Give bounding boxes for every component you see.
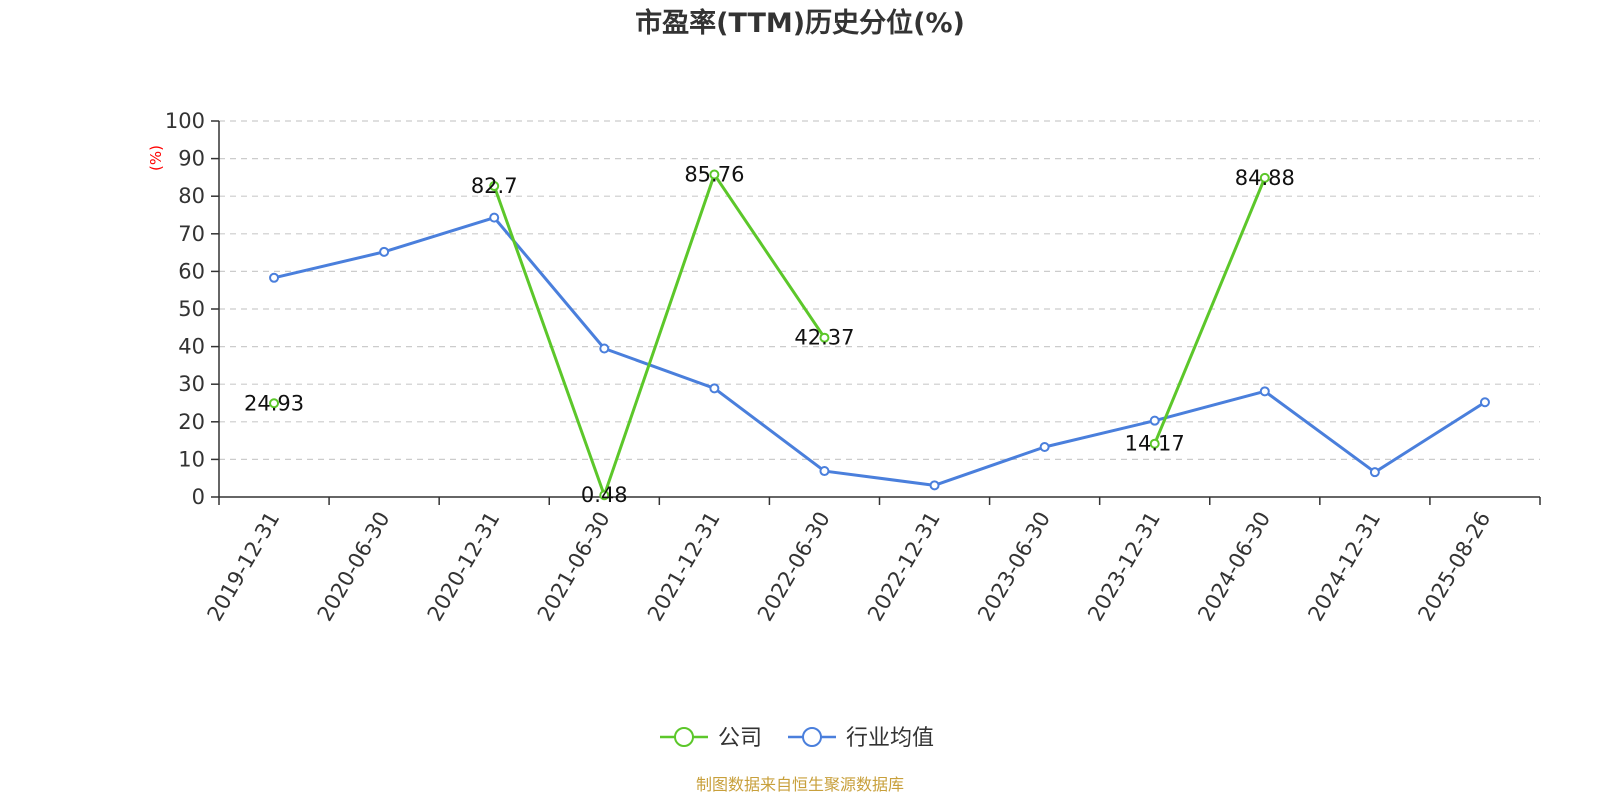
series-line-company: [1153, 177, 1267, 445]
legend-item-industry-average[interactable]: 行业均值: [788, 726, 934, 751]
data-label-company: 42.37: [794, 326, 854, 350]
x-tick-label: 2025-08-26: [1413, 508, 1495, 626]
data-point-industry-average: [1259, 386, 1270, 397]
y-tick-label: 40: [178, 335, 205, 359]
x-tick-label: 2022-12-31: [863, 508, 945, 626]
source-note: 制图数据来自恒生聚源数据库: [696, 775, 904, 794]
y-tick-label: 90: [178, 147, 205, 171]
y-tick-label: 60: [178, 259, 205, 283]
data-label-company: 82.7: [471, 174, 518, 198]
data-point-company: [709, 169, 720, 180]
data-point-industry-average: [709, 383, 720, 394]
data-point-industry-average: [1149, 415, 1160, 426]
x-tick-label: 2024-06-30: [1193, 508, 1275, 626]
x-tick-label: 2020-06-30: [313, 508, 395, 626]
chart-title: 市盈率(TTM)历史分位(%): [635, 7, 965, 39]
data-point-industry-average: [1479, 397, 1490, 408]
x-tick-label: 2020-12-31: [423, 508, 505, 626]
x-tick-label: 2023-12-31: [1083, 508, 1165, 626]
data-label-company: 84.88: [1235, 166, 1295, 190]
data-point-company: [1259, 172, 1270, 183]
x-tick-label: 2021-12-31: [643, 508, 725, 626]
data-label-company: 0.48: [581, 483, 628, 507]
data-point-company: [489, 181, 500, 192]
y-tick-label: 30: [178, 372, 205, 396]
y-tick-label: 70: [178, 222, 205, 246]
data-point-company: [599, 490, 610, 501]
data-point-company: [819, 332, 830, 343]
y-tick-label: 80: [178, 184, 205, 208]
data-point-industry-average: [379, 246, 390, 257]
legend: 公司 行业均值: [660, 726, 934, 751]
legend-item-company[interactable]: 公司: [660, 726, 762, 751]
data-label-company: 85.76: [684, 163, 744, 187]
legend-circle-icon: [674, 727, 694, 747]
legend-circle-icon: [802, 727, 822, 747]
data-point-industry-average: [269, 272, 280, 283]
y-tick-label: 50: [178, 297, 205, 321]
legend-label-company: 公司: [718, 726, 762, 751]
axes: 0 10 20 30 40 50 60 70 80 90 100 2019-12-31 2020-06-…: [165, 109, 1541, 626]
data-point-industry-average: [489, 212, 500, 223]
data-labels: 24.93 82.7 0.48 85.76 42.37 14.17 84.88: [244, 163, 1295, 508]
y-axis-label: (%): [147, 145, 165, 171]
y-tick-label: 20: [178, 410, 205, 434]
x-tick-label: 2019-12-31: [203, 508, 285, 626]
series-line-industry-average: [273, 216, 1486, 487]
data-point-company: [1149, 438, 1160, 449]
grid: [219, 120, 1540, 460]
data-point-industry-average: [1369, 467, 1380, 478]
y-tick-label: 0: [192, 485, 205, 509]
data-point-company: [269, 398, 280, 409]
y-tick-label: 10: [178, 447, 205, 471]
data-point-industry-average: [1039, 441, 1050, 452]
data-point-industry-average: [819, 466, 830, 477]
data-label-company: 14.17: [1125, 432, 1185, 456]
series-line-company: [492, 173, 826, 497]
y-tick-label: 100: [165, 109, 205, 133]
x-tick-label: 2023-06-30: [973, 508, 1055, 626]
data-label-company: 24.93: [244, 391, 304, 415]
series: [269, 169, 1490, 501]
x-tick-label: 2024-12-31: [1303, 508, 1385, 626]
data-point-industry-average: [929, 480, 940, 491]
data-point-industry-average: [599, 343, 610, 354]
legend-label-industry-average: 行业均值: [846, 726, 934, 751]
x-tick-label: 2021-06-30: [533, 508, 615, 626]
x-tick-label: 2022-06-30: [753, 508, 835, 626]
